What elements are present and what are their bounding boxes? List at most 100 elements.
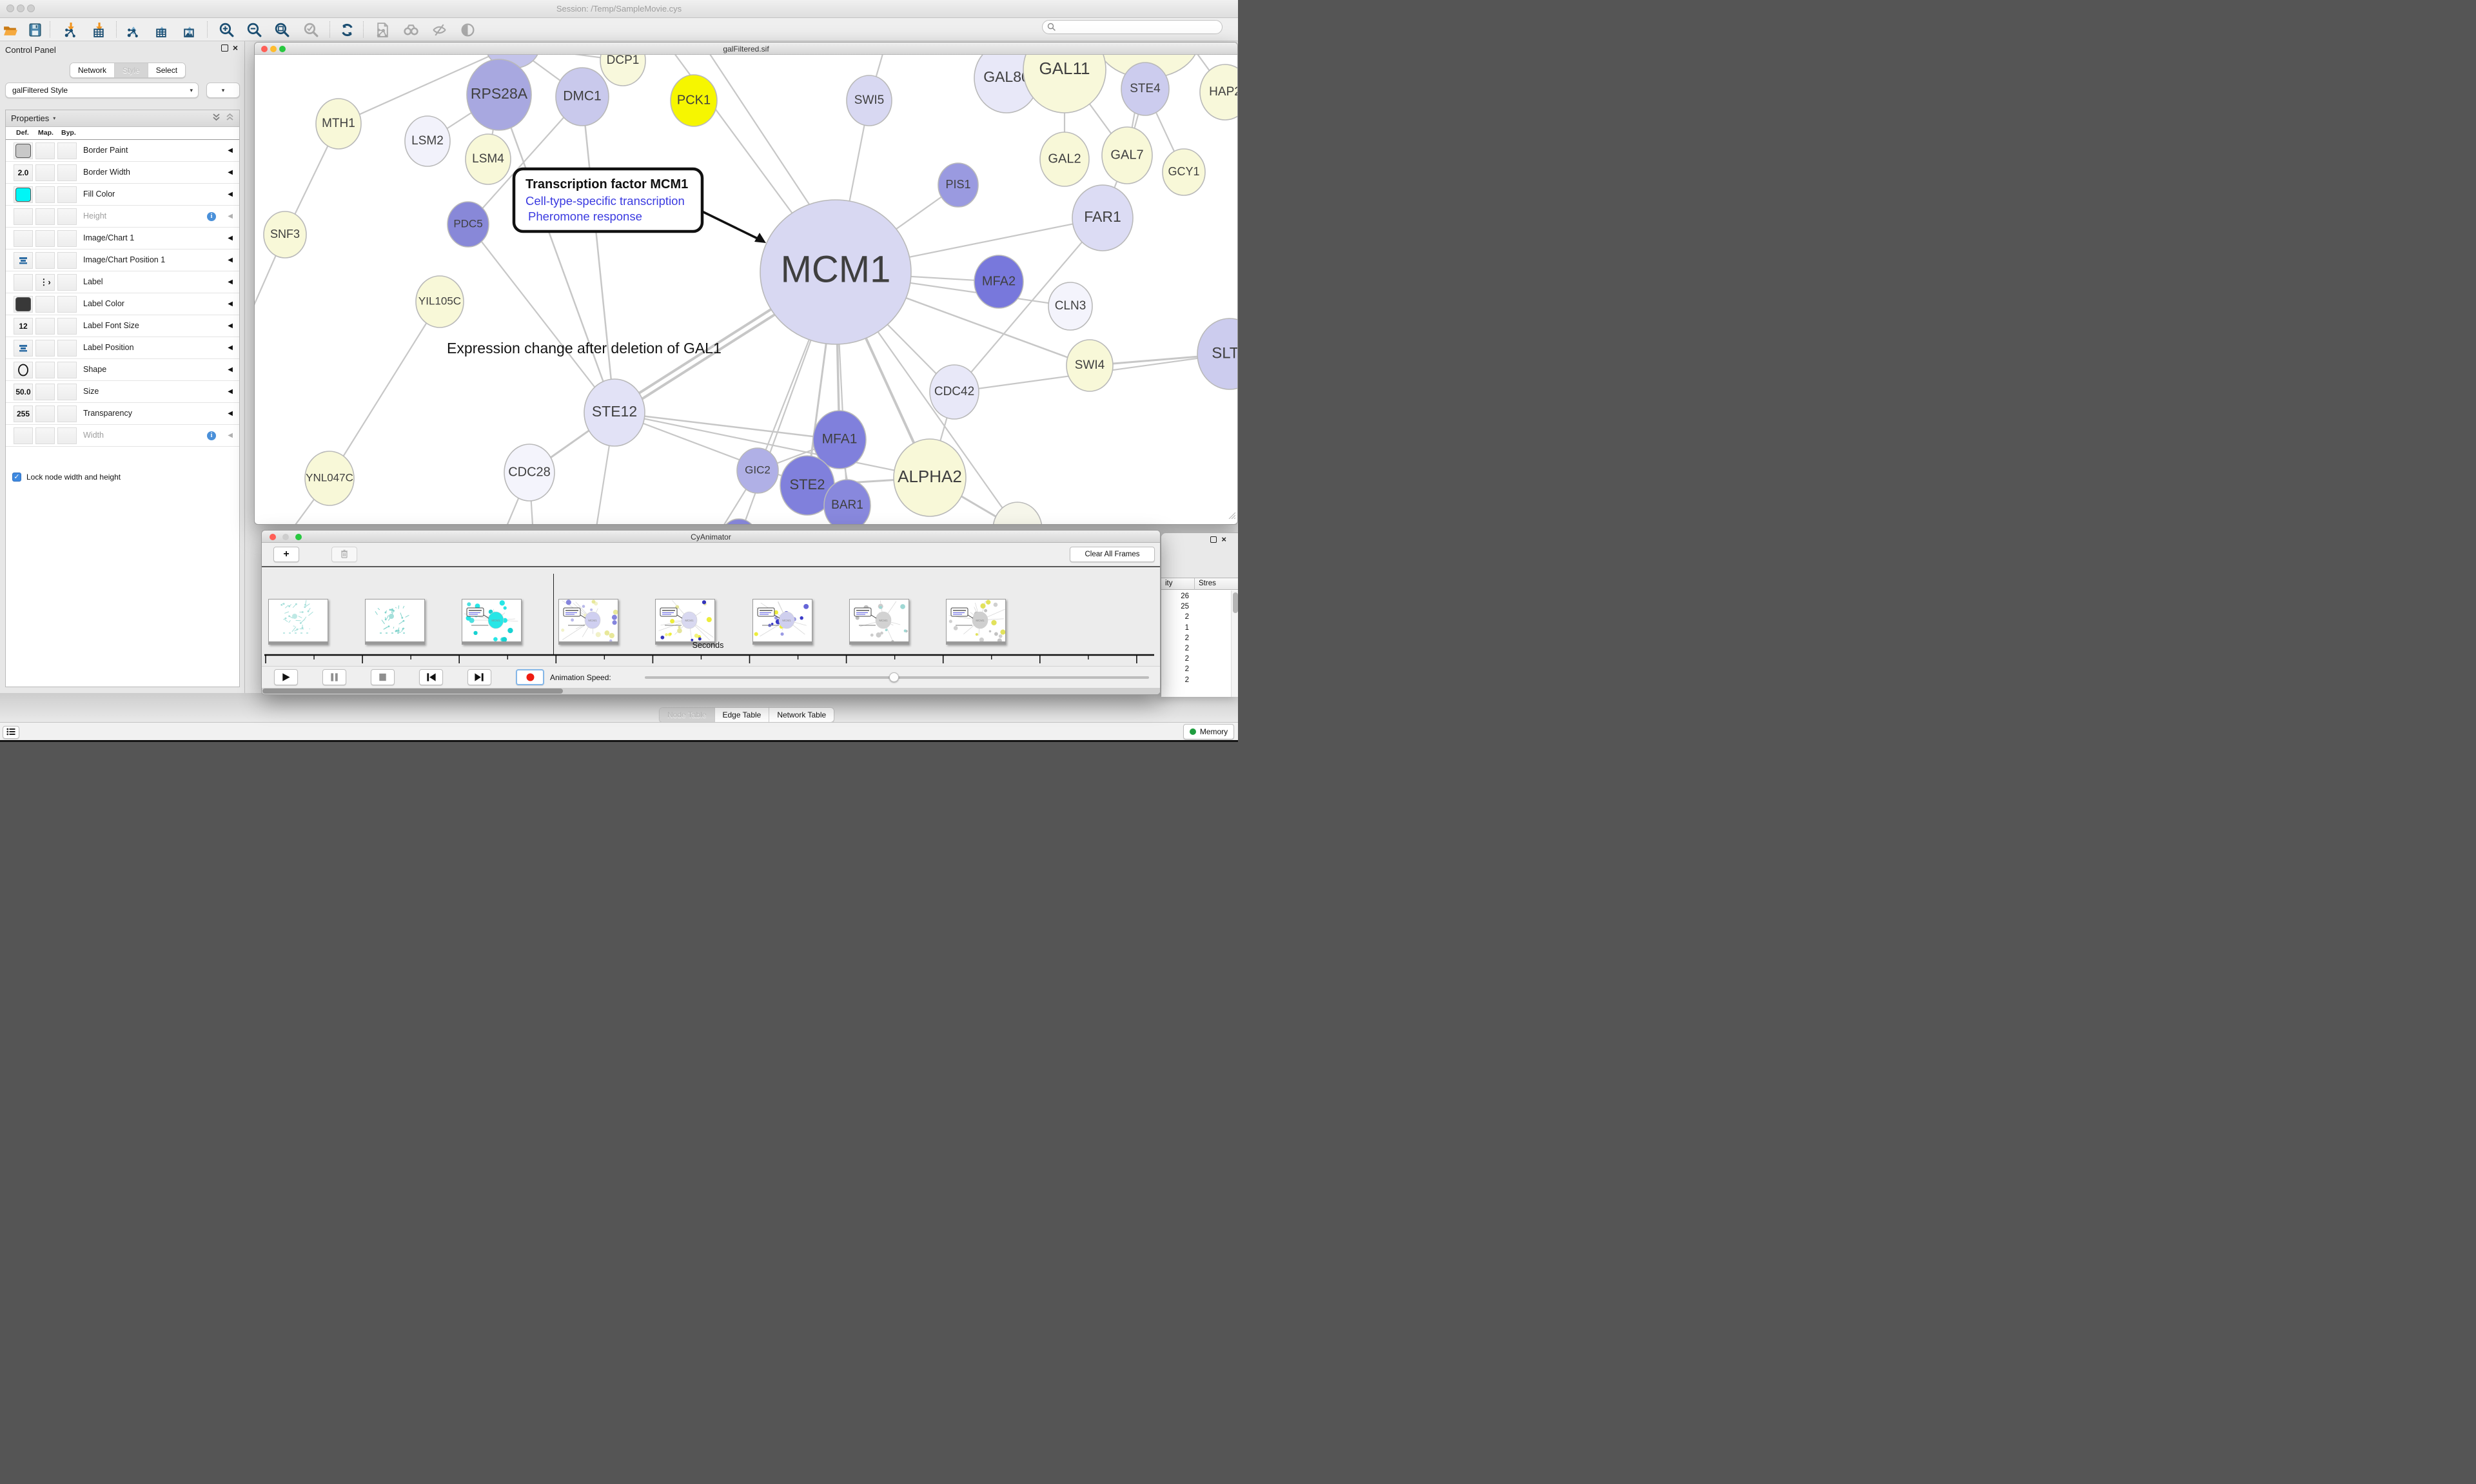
speed-slider-handle[interactable] [889,672,899,682]
map-value-cell[interactable] [35,186,55,203]
map-value-cell[interactable] [35,384,55,400]
network-node[interactable]: CLN3 [1048,282,1093,331]
frame-thumbnail[interactable] [268,599,328,645]
frame-thumbnail[interactable]: MCM1 [462,599,522,645]
timeline-playhead[interactable] [553,574,554,655]
collapse-arrow-icon[interactable]: ◀ [228,257,233,264]
property-row[interactable]: 12 Label Font Size ◀ [6,315,239,337]
network-node[interactable]: GCY1 [1162,148,1206,196]
byp-value-cell[interactable] [57,208,77,225]
byp-value-cell[interactable] [57,362,77,378]
tab-style[interactable]: Style [115,63,148,77]
collapse-arrow-icon[interactable]: ◀ [228,344,233,351]
network-node[interactable]: SWI4 [1066,339,1114,392]
export-network-icon[interactable] [124,21,142,39]
export-table-icon[interactable] [152,21,170,39]
zoom-fit-icon[interactable] [273,21,291,39]
network-node[interactable]: STE4 [1121,62,1170,116]
network-caption[interactable]: Expression change after deletion of GAL1 [447,340,722,356]
minimize-window-light[interactable] [17,5,25,12]
delete-frame-button[interactable] [331,547,357,562]
network-node[interactable]: MCM1 [760,199,912,345]
minimize-button[interactable] [282,533,289,540]
network-node[interactable]: YNL047C [304,451,355,506]
byp-value-cell[interactable] [57,164,77,181]
search-input[interactable] [1056,21,1222,33]
close-window-light[interactable] [6,5,14,12]
network-node[interactable]: RPS28A [466,59,532,131]
network-edge[interactable] [614,411,930,479]
network-node[interactable]: GAL2 [1039,132,1090,187]
network-node[interactable]: SLT2 [1197,318,1238,390]
def-value-cell[interactable]: 12 [14,318,33,335]
network-node[interactable]: SNF3 [263,211,307,259]
map-value-cell[interactable] [35,208,55,225]
network-node[interactable]: ALPHA2 [893,438,967,517]
network-node[interactable]: MFA2 [974,255,1024,309]
network-node[interactable]: LSM2 [404,115,451,167]
collapse-arrow-icon[interactable]: ◀ [228,432,233,439]
byp-value-cell[interactable] [57,274,77,291]
def-value-cell[interactable]: 50.0 [14,384,33,400]
frame-thumbnail[interactable]: MCM1 [752,599,812,645]
network-window-titlebar[interactable]: galFiltered.sif [255,43,1237,55]
collapse-arrow-icon[interactable]: ◀ [228,322,233,329]
float-panel-icon[interactable] [221,44,228,52]
zoom-window-light[interactable] [27,5,35,12]
import-table-icon[interactable] [90,21,108,39]
network-edge[interactable] [467,224,615,413]
network-node[interactable]: STE2 [780,455,835,516]
network-canvas[interactable]: DCP1 PCK1 RPS28A DMC1 MTH1 LSM2 LSM4 SWI5 GAL80 G… [255,55,1238,525]
info-icon[interactable]: i [207,431,216,440]
property-row[interactable]: Height i ◀ [6,206,239,228]
byp-value-cell[interactable] [57,186,77,203]
horizontal-scrollbar[interactable] [262,688,1160,694]
frame-thumbnail[interactable]: MCM1 [655,599,716,645]
float-panel-icon[interactable] [1210,536,1217,543]
annotation-box[interactable]: Transcription factor MCM1 Cell-type-spec… [512,167,766,243]
map-value-cell[interactable] [35,252,55,269]
collapse-arrow-icon[interactable]: ◀ [228,300,233,308]
apply-layout-icon[interactable] [338,21,356,39]
byp-value-cell[interactable] [57,318,77,335]
network-node[interactable]: SWI5 [846,75,892,126]
byp-value-cell[interactable] [57,252,77,269]
property-row[interactable]: 255 Transparency ◀ [6,403,239,425]
frame-thumbnail[interactable]: MCM1 [849,599,909,645]
network-node[interactable]: GAL11 [1023,55,1106,113]
close-button[interactable] [270,533,276,540]
close-panel-icon[interactable]: × [1221,534,1226,544]
map-value-cell[interactable] [35,362,55,378]
property-row[interactable]: Image/Chart Position 1 ◀ [6,249,239,271]
record-button[interactable] [516,669,544,685]
style-selector[interactable]: galFiltered Style ▾ [5,83,199,98]
search-field[interactable] [1042,20,1223,34]
skip-start-button[interactable] [419,669,443,685]
network-edge[interactable] [338,55,513,125]
network-node[interactable]: DMC1 [555,67,609,126]
property-row[interactable]: Label Position ◀ [6,337,239,359]
network-node[interactable]: STE12 [584,378,645,447]
network-node[interactable]: PDC5 [447,201,489,248]
map-value-cell[interactable] [35,164,55,181]
network-node[interactable]: TUP1 [992,502,1043,525]
map-value-cell[interactable] [35,318,55,335]
property-row[interactable]: Width i ◀ [6,425,239,447]
def-value-cell[interactable] [14,296,33,313]
skip-end-button[interactable] [467,669,491,685]
network-node[interactable]: CDC42 [929,364,979,420]
property-row[interactable]: Shape ◀ [6,359,239,381]
network-node[interactable]: LSM4 [465,133,511,185]
property-row[interactable]: Fill Color ◀ [6,184,239,206]
tab-node-table[interactable]: Node Table [660,708,715,722]
open-session-icon[interactable] [1,21,19,39]
collapse-arrow-icon[interactable]: ◀ [228,388,233,395]
zoom-button[interactable] [295,533,302,540]
def-value-cell[interactable] [14,230,33,247]
style-options-button[interactable]: ▾ [206,83,240,98]
network-edge[interactable] [467,96,583,225]
byp-value-cell[interactable] [57,296,77,313]
chevron-down-icon[interactable]: ▾ [53,115,56,121]
tab-network-table[interactable]: Network Table [769,708,834,722]
frame-thumbnail[interactable]: MCM1 [558,599,619,645]
